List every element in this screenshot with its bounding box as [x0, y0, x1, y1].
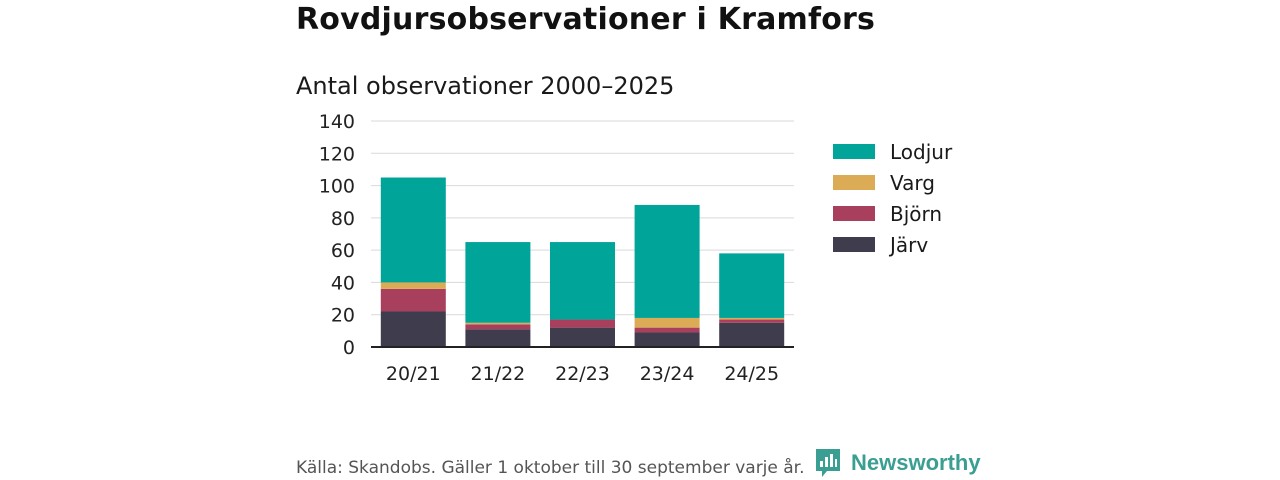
newsworthy-logo-icon: [816, 449, 840, 477]
y-tick-label: 140: [319, 111, 355, 133]
legend-swatch-varg: [833, 175, 875, 190]
bar-segment-järv: [634, 332, 700, 347]
y-tick-label: 20: [331, 305, 355, 327]
legend-swatch-lodjur: [833, 144, 875, 159]
bar-segment-lodjur: [634, 204, 700, 318]
bar-segment-lodjur: [465, 242, 531, 323]
brand: Newsworthy: [814, 446, 981, 480]
y-tick-label: 100: [319, 176, 355, 198]
x-tick-label: 22/23: [555, 363, 610, 385]
bar-segment-varg: [719, 317, 785, 320]
chart-title: Rovdjursobservationer i Kramfors: [296, 2, 876, 37]
legend-label-järv: Järv: [888, 233, 928, 257]
legend-label-lodjur: Lodjur: [890, 140, 953, 164]
y-tick-label: 60: [331, 240, 355, 262]
x-tick-label: 21/22: [471, 363, 526, 385]
axes: 0 20 40 60 80 100 120 140 20/21 21/22 22/23 23/24 24…: [319, 111, 794, 385]
legend: Lodjur Varg Björn Järv: [833, 140, 953, 257]
bar-segment-varg: [465, 322, 531, 325]
source-note: Källa: Skandobs. Gäller 1 oktober till 3…: [296, 458, 805, 478]
y-tick-label: 80: [331, 208, 355, 230]
bar-segment-varg: [634, 317, 700, 328]
y-tick-label: 40: [331, 272, 355, 294]
legend-label-varg: Varg: [890, 171, 935, 195]
bar-segment-lodjur: [719, 253, 785, 318]
bar-segment-varg: [380, 282, 446, 289]
x-tick-label: 23/24: [640, 363, 695, 385]
bar-segment-järv: [550, 327, 615, 347]
legend-swatch-järv: [833, 237, 875, 252]
bar-segment-lodjur: [380, 177, 446, 283]
bar-segment-björn: [719, 319, 785, 323]
bar-segment-järv: [465, 329, 531, 347]
bar-segment-lodjur: [550, 242, 615, 320]
legend-label-björn: Björn: [890, 202, 942, 226]
brand-name: Newsworthy: [851, 450, 981, 475]
chart-subtitle: Antal observationer 2000–2025: [296, 72, 675, 100]
bar-segment-järv: [380, 311, 446, 347]
bar-segment-björn: [465, 324, 531, 330]
bar-segment-järv: [719, 322, 785, 347]
legend-swatch-björn: [833, 206, 875, 221]
bar-segment-björn: [380, 288, 446, 312]
y-tick-label: 0: [343, 337, 355, 359]
x-tick-label: 24/25: [724, 363, 779, 385]
bar-segment-björn: [634, 327, 700, 333]
y-tick-label: 120: [319, 143, 355, 165]
stacked-bar-chart: 0 20 40 60 80 100 120 140 20/21 21/22 22/23 23/24 24…: [319, 111, 953, 385]
bar-segment-björn: [550, 319, 615, 328]
x-tick-label: 20/21: [386, 363, 441, 385]
bars: [380, 177, 785, 347]
